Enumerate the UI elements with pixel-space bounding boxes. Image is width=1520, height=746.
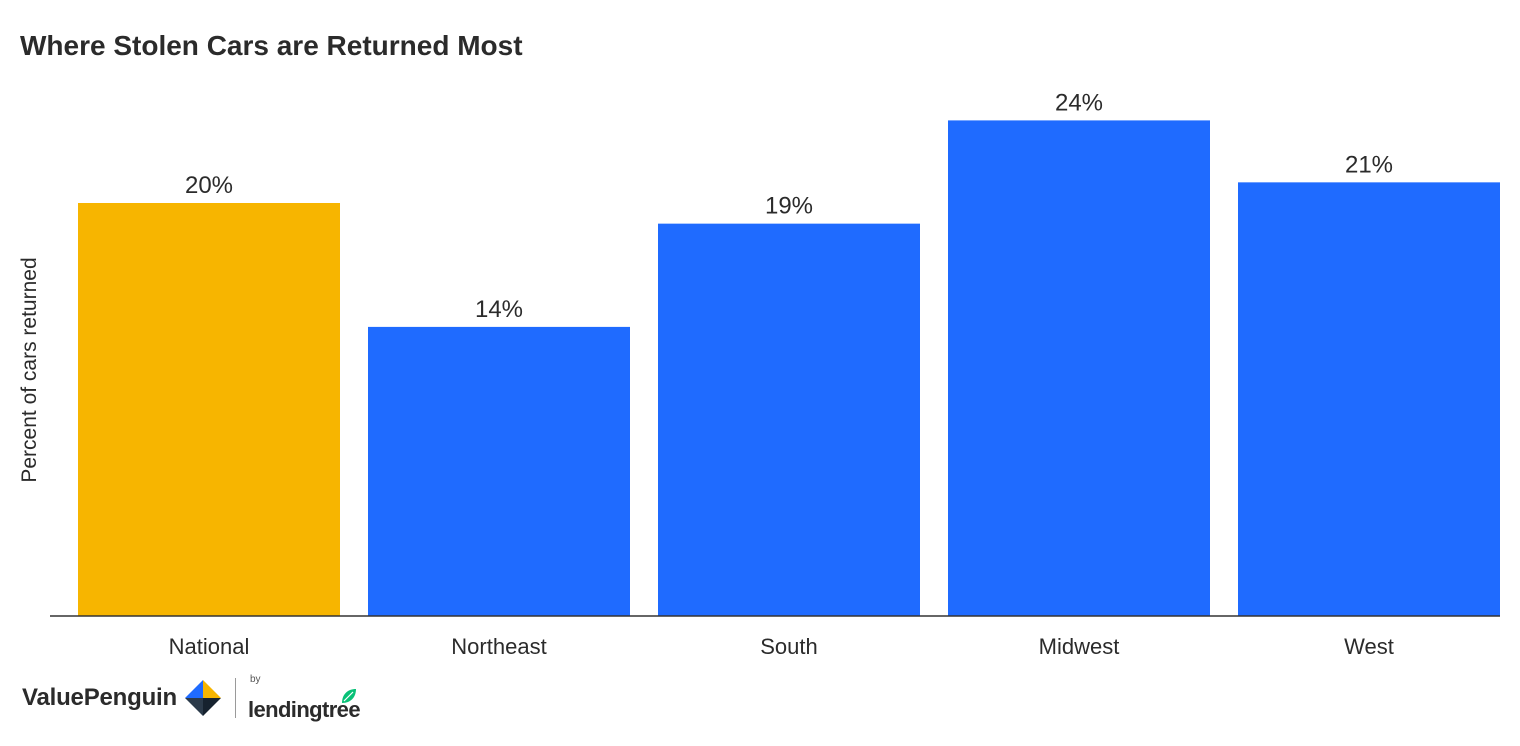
value-label-west: 21% [1345,151,1393,178]
y-axis-label: Percent of cars returned [18,257,41,482]
lendingtree-leaf-icon [341,689,356,703]
bar-south [658,223,920,616]
lendingtree-wordmark: lendingtree [247,697,361,722]
bar-west [1238,182,1500,616]
bar-national [78,203,340,616]
valuepenguin-logo-icon [184,680,221,716]
x-tick-label-south: South [760,634,818,659]
value-label-national: 20% [185,172,233,199]
by-label: by [249,674,261,685]
bar-midwest [948,120,1210,617]
value-labels-layer: 20% 14% 19% 24% 21% [185,89,1393,323]
brand-divider [234,678,236,718]
value-label-midwest: 24% [1055,89,1103,116]
chart-title: Where Stolen Cars are Returned Most [20,30,523,61]
x-tick-label-national: National [169,634,250,659]
x-tick-label-west: West [1344,634,1394,659]
x-tick-label-midwest: Midwest [1039,634,1120,659]
x-tick-label-northeast: Northeast [451,634,546,659]
lendingtree-brand: by lendingtree [247,674,361,722]
footer-branding: ValuePenguin by lendingtree [22,674,361,722]
bars-layer [78,120,1500,617]
x-tick-labels: National Northeast South Midwest West [169,634,1394,659]
value-label-northeast: 14% [475,296,523,323]
valuepenguin-wordmark: ValuePenguin [22,684,177,711]
bar-northeast [368,326,630,616]
value-label-south: 19% [765,193,813,220]
